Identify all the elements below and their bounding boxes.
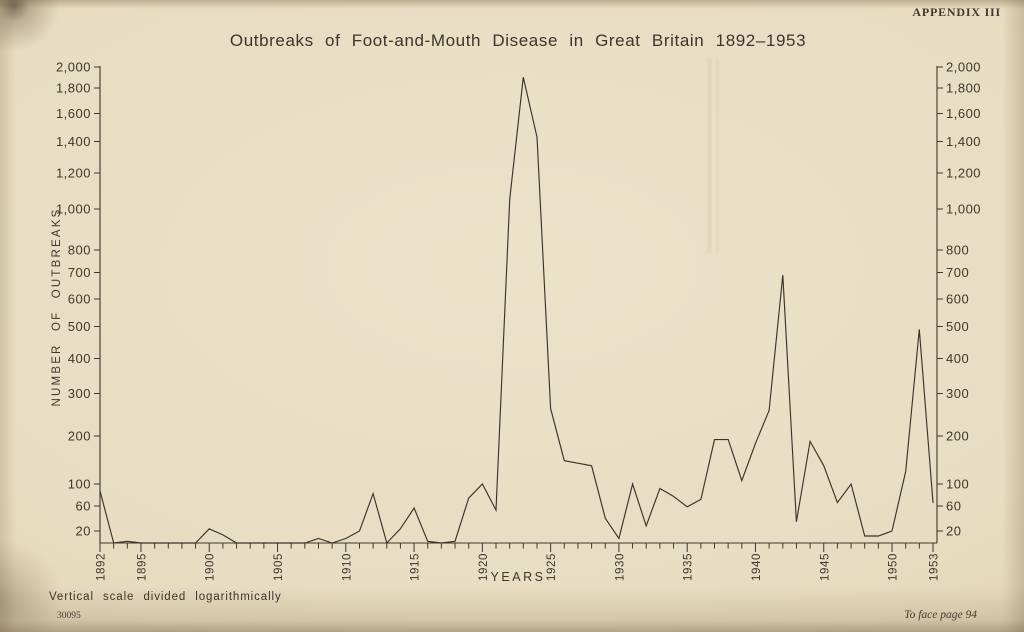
svg-text:1892: 1892 — [96, 553, 108, 581]
svg-text:800: 800 — [946, 243, 969, 258]
svg-text:20: 20 — [946, 524, 961, 539]
svg-text:1,600: 1,600 — [946, 106, 981, 121]
svg-text:700: 700 — [68, 265, 91, 280]
svg-text:500: 500 — [946, 319, 969, 334]
svg-text:20: 20 — [76, 524, 91, 539]
svg-text:1925: 1925 — [546, 553, 558, 581]
axes — [99, 66, 938, 544]
svg-text:1915: 1915 — [410, 553, 422, 581]
svg-text:200: 200 — [68, 429, 91, 444]
svg-text:1,800: 1,800 — [946, 81, 981, 96]
svg-text:400: 400 — [946, 351, 969, 366]
svg-text:300: 300 — [946, 386, 969, 401]
svg-text:1935: 1935 — [683, 553, 695, 581]
print-code: 30095 — [57, 611, 81, 621]
svg-text:1920: 1920 — [478, 553, 490, 581]
svg-text:1,200: 1,200 — [946, 166, 981, 181]
appendix-label: APPENDIX III — [912, 5, 1001, 19]
svg-text:1910: 1910 — [341, 553, 353, 581]
y-ticks — [94, 66, 943, 532]
svg-text:1945: 1945 — [819, 553, 831, 581]
svg-text:1,400: 1,400 — [946, 134, 981, 149]
svg-text:800: 800 — [68, 243, 91, 258]
svg-text:2,000: 2,000 — [946, 60, 981, 75]
x-axis-title: YEARS — [490, 570, 546, 584]
svg-text:1,000: 1,000 — [946, 202, 981, 217]
svg-text:1,800: 1,800 — [56, 81, 91, 96]
y-tick-labels: 2,000 2,000 1,800 1,800 1,600 1,600 1,400 1,400… — [56, 60, 981, 539]
svg-text:100: 100 — [68, 477, 91, 492]
data-line — [99, 77, 934, 545]
svg-text:2,000: 2,000 — [56, 60, 91, 75]
svg-text:400: 400 — [68, 351, 91, 366]
svg-text:200: 200 — [946, 429, 969, 444]
svg-text:60: 60 — [946, 499, 961, 514]
svg-text:700: 700 — [946, 265, 969, 280]
svg-text:500: 500 — [68, 319, 91, 334]
chart-title: Outbreaks of Foot-and-Mouth Disease in G… — [229, 31, 807, 50]
x-tick-labels: 1892 1895 1900 1905 1910 1915 1920 1925 1930 1935… — [96, 553, 941, 581]
svg-text:1950: 1950 — [888, 553, 900, 581]
svg-text:600: 600 — [946, 292, 969, 307]
scale-footnote: Vertical scale divided logarithmically — [49, 591, 282, 603]
svg-text:600: 600 — [68, 292, 91, 307]
svg-text:1895: 1895 — [136, 553, 148, 581]
svg-text:1953: 1953 — [928, 553, 940, 581]
svg-text:100: 100 — [946, 477, 969, 492]
svg-text:300: 300 — [68, 386, 91, 401]
svg-text:1940: 1940 — [751, 553, 763, 581]
svg-text:1,400: 1,400 — [56, 134, 91, 149]
svg-text:1,200: 1,200 — [56, 166, 91, 181]
svg-text:1,000: 1,000 — [56, 202, 91, 217]
svg-text:1905: 1905 — [273, 553, 285, 581]
svg-text:1900: 1900 — [205, 553, 217, 581]
svg-text:60: 60 — [76, 499, 91, 514]
svg-text:1930: 1930 — [614, 553, 626, 581]
svg-text:1,600: 1,600 — [56, 106, 91, 121]
y-axis-title: NUMBER OF OUTBREAKS — [51, 207, 63, 407]
x-ticks — [99, 543, 934, 552]
facing-page-note: To face page 94 — [904, 609, 977, 621]
